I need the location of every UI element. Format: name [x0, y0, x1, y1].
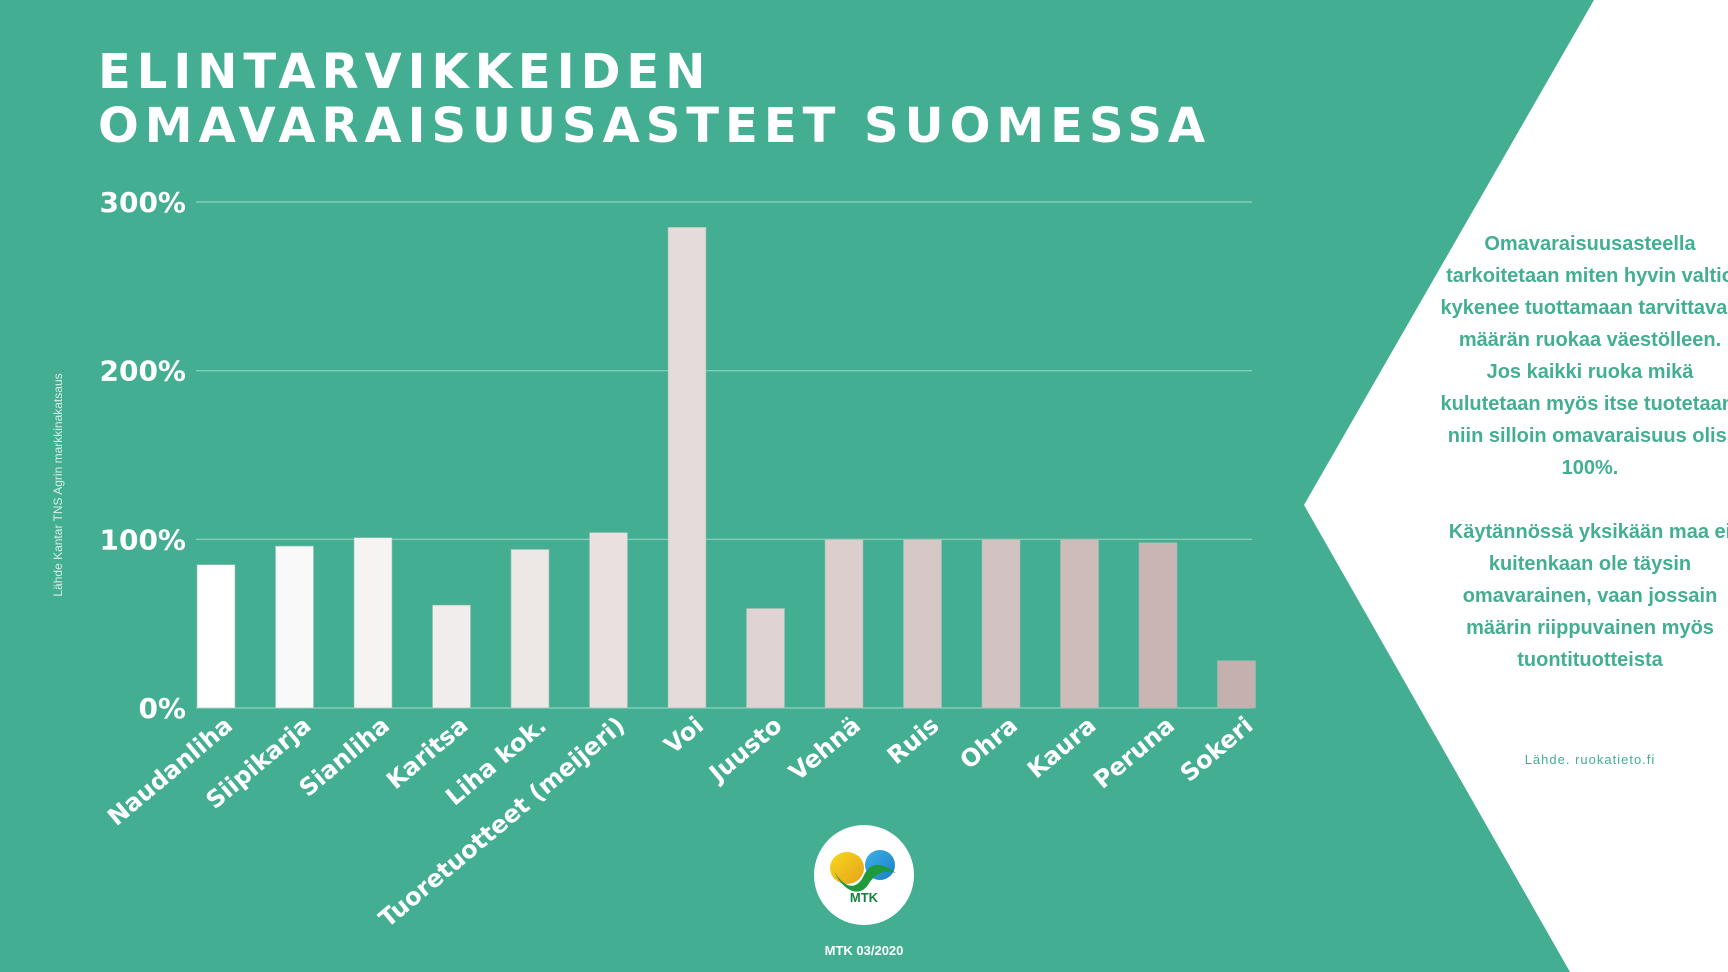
y-tick-label: 300% — [99, 186, 186, 219]
info-text: Omavaraisuusasteella tarkoitetaan miten … — [1440, 228, 1728, 676]
info-paragraph: Omavaraisuusasteella tarkoitetaan miten … — [1440, 233, 1728, 479]
info-source: Lähde. ruokatieto.fi — [1524, 752, 1656, 767]
x-tick-label: Vehnä — [784, 711, 866, 786]
chart-title-line-1: ELINTARVIKKEIDEN — [98, 44, 712, 100]
bar — [196, 564, 236, 709]
bar — [1138, 542, 1178, 709]
bar — [746, 608, 785, 709]
source-note-vertical: Lähde Kantar TNS Agrin markkinakatsaus — [51, 373, 65, 597]
logo-label: MTK — [850, 890, 879, 905]
bar — [1217, 660, 1256, 709]
y-tick-label: 0% — [138, 692, 186, 725]
bar — [667, 227, 707, 709]
x-tick-label: Ohra — [955, 711, 1023, 775]
y-tick-label: 100% — [99, 523, 186, 556]
x-tick-label: Juusto — [702, 711, 787, 789]
bar — [353, 537, 393, 709]
bar — [432, 604, 471, 709]
bar — [589, 532, 628, 709]
bar — [824, 539, 864, 709]
bar-chart: 0%100%200%300%NaudanlihaSiipikarjaSianli… — [99, 186, 1258, 933]
bar — [510, 549, 550, 709]
chart-title-line-2: OMAVARAISUUSASTEET SUOMESSA — [98, 98, 1212, 154]
bar — [275, 545, 314, 709]
bar — [1060, 539, 1099, 709]
mtk-logo: MTK — [814, 825, 914, 925]
logo-yellow-shape — [830, 852, 864, 884]
x-tick-label: Ruis — [882, 711, 944, 770]
info-paragraph: Käytännössä yksikään maa ei kuitenkaan o… — [1448, 521, 1728, 671]
x-tick-label: Sokeri — [1175, 711, 1258, 787]
footer-credit: MTK 03/2020 — [824, 943, 904, 958]
y-tick-label: 200% — [99, 355, 186, 388]
bar — [903, 539, 942, 709]
bar — [981, 539, 1021, 709]
x-tick-label: Peruna — [1088, 711, 1180, 794]
x-tick-label: Voi — [659, 711, 709, 759]
logo-green-swoosh — [834, 864, 896, 892]
